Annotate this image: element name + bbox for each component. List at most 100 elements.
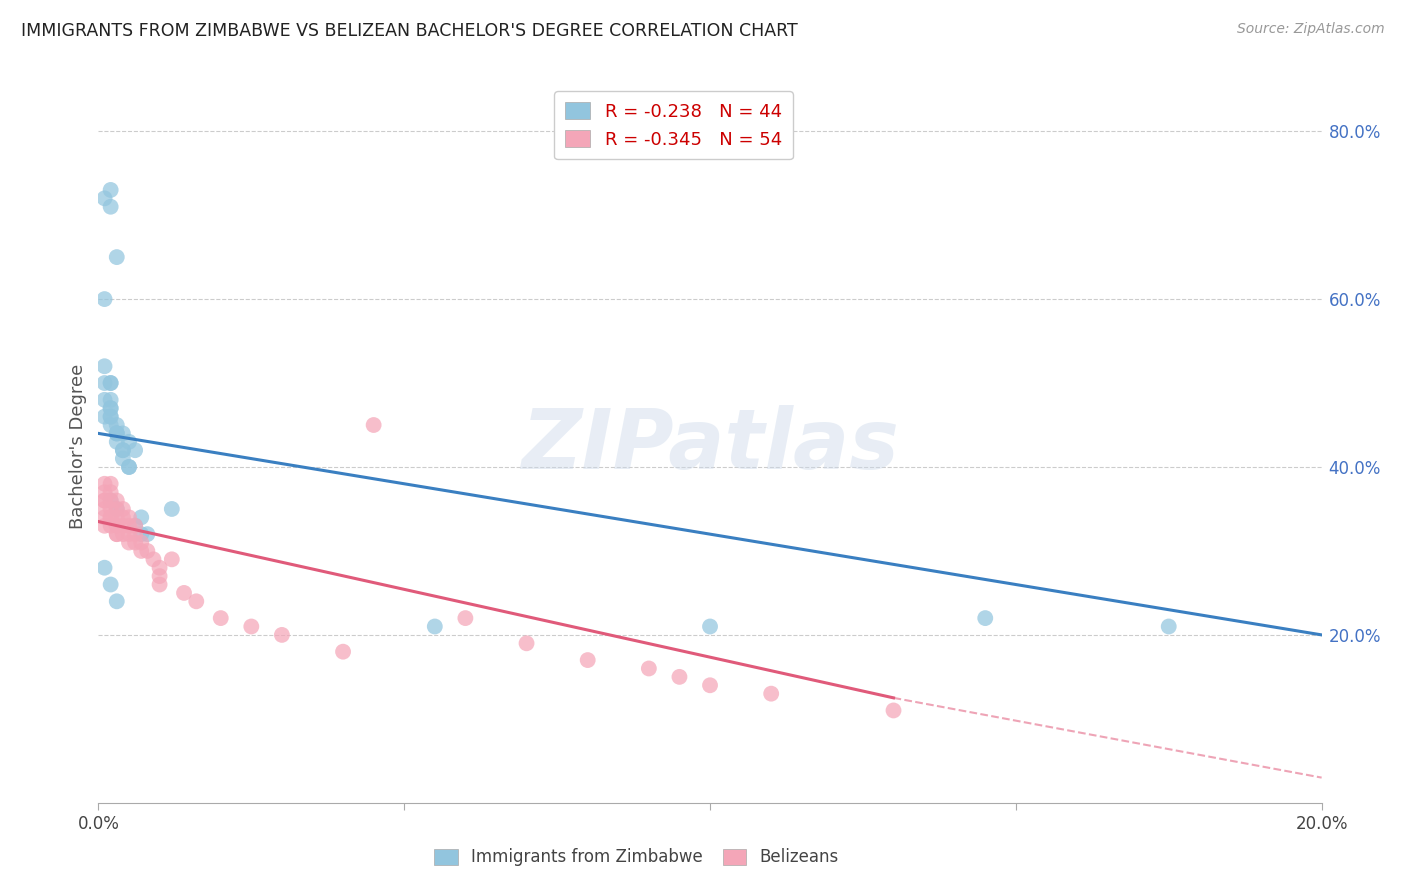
Point — [129, 527, 152, 541]
Point — [105, 510, 128, 524]
Point — [105, 502, 128, 516]
Point — [186, 594, 208, 608]
Point — [129, 544, 152, 558]
Point — [111, 451, 134, 466]
Point — [118, 434, 141, 449]
Point — [699, 678, 721, 692]
Point — [93, 485, 115, 500]
Point — [124, 535, 146, 549]
Point — [124, 518, 146, 533]
Point — [100, 485, 122, 500]
Point — [454, 611, 477, 625]
Point — [111, 502, 134, 516]
Point — [270, 628, 292, 642]
Point — [100, 510, 122, 524]
Point — [93, 191, 115, 205]
Point — [124, 527, 146, 541]
Point — [100, 183, 122, 197]
Point — [93, 560, 115, 574]
Point — [118, 518, 141, 533]
Point — [118, 460, 141, 475]
Point — [149, 577, 172, 591]
Point — [105, 527, 128, 541]
Point — [100, 401, 122, 416]
Point — [699, 619, 721, 633]
Point — [100, 392, 122, 407]
Point — [100, 493, 122, 508]
Point — [209, 611, 232, 625]
Point — [100, 518, 122, 533]
Point — [124, 443, 146, 458]
Legend: Immigrants from Zimbabwe, Belizeans: Immigrants from Zimbabwe, Belizeans — [427, 842, 845, 873]
Point — [149, 560, 172, 574]
Point — [100, 376, 122, 390]
Point — [93, 359, 115, 374]
Point — [759, 687, 782, 701]
Point — [93, 493, 115, 508]
Point — [93, 376, 115, 390]
Point — [93, 510, 115, 524]
Point — [118, 460, 141, 475]
Point — [93, 518, 115, 533]
Point — [136, 544, 159, 558]
Point — [105, 594, 128, 608]
Y-axis label: Bachelor's Degree: Bachelor's Degree — [69, 363, 87, 529]
Point — [149, 569, 172, 583]
Point — [100, 200, 122, 214]
Point — [100, 376, 122, 390]
Point — [668, 670, 690, 684]
Point — [1157, 619, 1180, 633]
Point — [111, 518, 134, 533]
Point — [129, 510, 152, 524]
Point — [100, 409, 122, 424]
Point — [363, 417, 385, 432]
Point — [118, 527, 141, 541]
Point — [100, 510, 122, 524]
Point — [124, 518, 146, 533]
Point — [93, 292, 115, 306]
Point — [105, 426, 128, 441]
Point — [105, 502, 128, 516]
Point — [93, 493, 115, 508]
Point — [105, 417, 128, 432]
Point — [93, 392, 115, 407]
Point — [105, 493, 128, 508]
Point — [100, 502, 122, 516]
Point — [105, 426, 128, 441]
Point — [111, 426, 134, 441]
Text: IMMIGRANTS FROM ZIMBABWE VS BELIZEAN BACHELOR'S DEGREE CORRELATION CHART: IMMIGRANTS FROM ZIMBABWE VS BELIZEAN BAC… — [21, 22, 797, 40]
Point — [142, 552, 165, 566]
Point — [118, 535, 141, 549]
Point — [240, 619, 263, 633]
Point — [105, 518, 128, 533]
Text: ZIPatlas: ZIPatlas — [522, 406, 898, 486]
Point — [111, 443, 134, 458]
Point — [136, 527, 159, 541]
Text: Source: ZipAtlas.com: Source: ZipAtlas.com — [1237, 22, 1385, 37]
Point — [129, 535, 152, 549]
Point — [111, 510, 134, 524]
Point — [93, 502, 115, 516]
Point — [100, 417, 122, 432]
Point — [93, 409, 115, 424]
Point — [173, 586, 195, 600]
Point — [423, 619, 446, 633]
Point — [576, 653, 599, 667]
Point — [118, 510, 141, 524]
Point — [100, 476, 122, 491]
Point — [111, 527, 134, 541]
Point — [637, 661, 661, 675]
Point — [105, 426, 128, 441]
Point — [974, 611, 997, 625]
Point — [93, 476, 115, 491]
Point — [105, 527, 128, 541]
Point — [160, 502, 183, 516]
Point — [100, 577, 122, 591]
Point — [105, 250, 128, 264]
Point — [100, 409, 122, 424]
Point — [160, 552, 183, 566]
Point — [332, 645, 354, 659]
Point — [100, 401, 122, 416]
Point — [111, 443, 134, 458]
Point — [100, 493, 122, 508]
